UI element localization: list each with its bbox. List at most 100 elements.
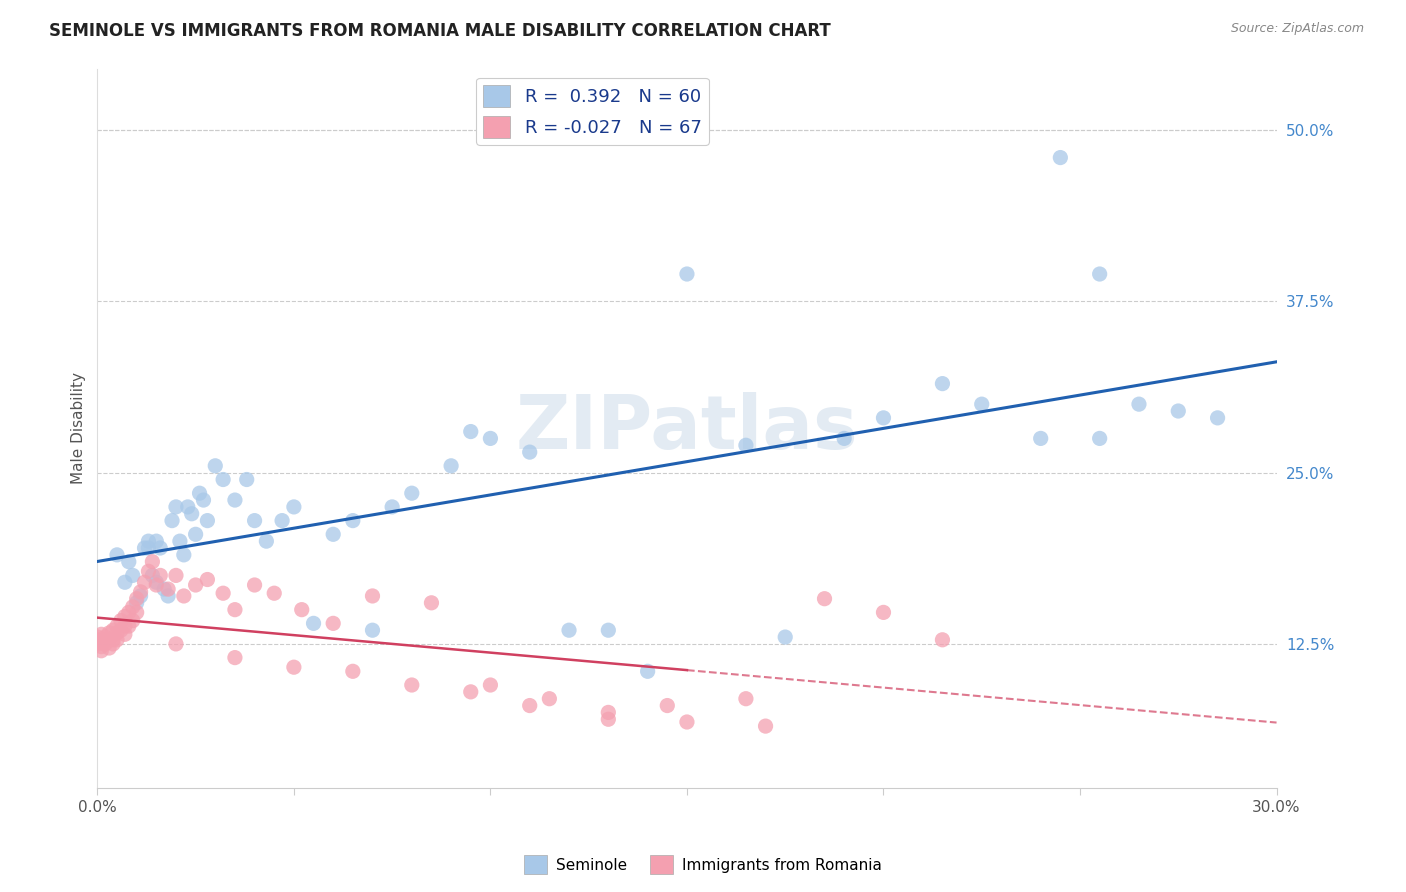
Point bbox=[832, 431, 855, 445]
Point bbox=[1167, 404, 1189, 418]
Point bbox=[145, 578, 167, 592]
Point bbox=[118, 619, 141, 633]
Point bbox=[114, 627, 136, 641]
Point bbox=[134, 541, 156, 555]
Point bbox=[479, 678, 502, 692]
Point bbox=[676, 714, 699, 729]
Point bbox=[90, 640, 112, 654]
Point bbox=[224, 493, 246, 508]
Point bbox=[165, 500, 187, 514]
Point bbox=[1088, 431, 1111, 445]
Text: ZIPatlas: ZIPatlas bbox=[516, 392, 858, 465]
Point bbox=[754, 719, 776, 733]
Point bbox=[121, 568, 143, 582]
Point bbox=[538, 691, 561, 706]
Point bbox=[813, 591, 835, 606]
Point bbox=[129, 585, 152, 599]
Point bbox=[212, 586, 235, 600]
Point bbox=[90, 644, 112, 658]
Point bbox=[90, 627, 112, 641]
Point bbox=[110, 624, 132, 638]
Point bbox=[125, 596, 148, 610]
Point bbox=[86, 637, 108, 651]
Point bbox=[872, 606, 894, 620]
Point bbox=[110, 614, 132, 628]
Point bbox=[138, 564, 160, 578]
Point bbox=[173, 589, 195, 603]
Text: SEMINOLE VS IMMIGRANTS FROM ROMANIA MALE DISABILITY CORRELATION CHART: SEMINOLE VS IMMIGRANTS FROM ROMANIA MALE… bbox=[49, 22, 831, 40]
Point bbox=[165, 637, 187, 651]
Point bbox=[169, 534, 191, 549]
Point bbox=[188, 486, 211, 500]
Point bbox=[1029, 431, 1052, 445]
Point bbox=[94, 630, 117, 644]
Point bbox=[598, 624, 620, 638]
Point bbox=[598, 706, 620, 720]
Point bbox=[121, 599, 143, 614]
Point bbox=[1206, 410, 1229, 425]
Point bbox=[271, 514, 294, 528]
Point bbox=[291, 602, 314, 616]
Point bbox=[145, 534, 167, 549]
Point bbox=[254, 534, 277, 549]
Point bbox=[263, 586, 285, 600]
Point bbox=[157, 582, 180, 596]
Point bbox=[342, 665, 364, 679]
Point bbox=[105, 619, 128, 633]
Point bbox=[101, 637, 124, 651]
Point bbox=[598, 712, 620, 726]
Point bbox=[86, 632, 108, 647]
Point bbox=[401, 486, 423, 500]
Point bbox=[98, 626, 121, 640]
Legend: Seminole, Immigrants from Romania: Seminole, Immigrants from Romania bbox=[517, 849, 889, 880]
Point bbox=[637, 665, 659, 679]
Point bbox=[212, 473, 235, 487]
Point bbox=[121, 614, 143, 628]
Point bbox=[197, 514, 219, 528]
Point bbox=[224, 650, 246, 665]
Point bbox=[153, 582, 176, 596]
Point bbox=[872, 410, 894, 425]
Text: Source: ZipAtlas.com: Source: ZipAtlas.com bbox=[1230, 22, 1364, 36]
Point bbox=[1088, 267, 1111, 281]
Point bbox=[204, 458, 226, 473]
Point bbox=[86, 630, 108, 644]
Point bbox=[735, 691, 758, 706]
Point bbox=[118, 555, 141, 569]
Legend: R =  0.392   N = 60, R = -0.027   N = 67: R = 0.392 N = 60, R = -0.027 N = 67 bbox=[477, 78, 709, 145]
Point bbox=[90, 634, 112, 648]
Point bbox=[361, 589, 384, 603]
Point bbox=[114, 619, 136, 633]
Point bbox=[160, 514, 183, 528]
Point bbox=[381, 500, 404, 514]
Point bbox=[657, 698, 679, 713]
Point bbox=[125, 591, 148, 606]
Point bbox=[773, 630, 796, 644]
Y-axis label: Male Disability: Male Disability bbox=[72, 372, 86, 484]
Point bbox=[243, 514, 266, 528]
Point bbox=[243, 578, 266, 592]
Point bbox=[931, 632, 953, 647]
Point bbox=[125, 606, 148, 620]
Point bbox=[94, 632, 117, 647]
Point bbox=[165, 568, 187, 582]
Point bbox=[138, 541, 160, 555]
Point bbox=[101, 624, 124, 638]
Point bbox=[173, 548, 195, 562]
Point bbox=[114, 609, 136, 624]
Point bbox=[149, 568, 172, 582]
Point bbox=[180, 507, 202, 521]
Point bbox=[735, 438, 758, 452]
Point bbox=[283, 500, 305, 514]
Point bbox=[197, 573, 219, 587]
Point bbox=[342, 514, 364, 528]
Point bbox=[138, 534, 160, 549]
Point bbox=[224, 602, 246, 616]
Point bbox=[420, 596, 443, 610]
Point bbox=[184, 578, 207, 592]
Point bbox=[558, 624, 581, 638]
Point bbox=[401, 678, 423, 692]
Point bbox=[101, 632, 124, 647]
Point bbox=[440, 458, 463, 473]
Point bbox=[105, 626, 128, 640]
